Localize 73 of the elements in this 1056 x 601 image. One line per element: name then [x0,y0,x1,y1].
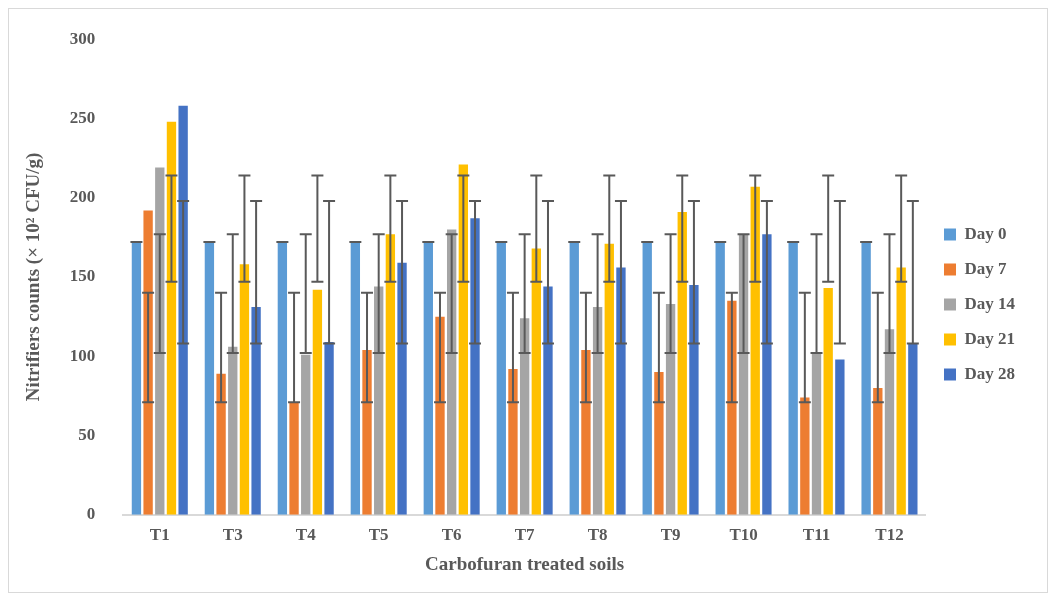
bar [715,242,725,515]
legend-label: Day 7 [964,258,1007,278]
bar [896,267,906,515]
bar [689,284,699,515]
bar [762,234,772,515]
bar [251,307,261,515]
bar [289,402,299,515]
bar [642,242,652,515]
bar [301,354,311,515]
bar [592,307,603,515]
bar [654,372,664,515]
x-tick-label: T5 [368,525,389,545]
y-tick-label: 200 [69,187,96,207]
y-tick-label: 0 [86,504,96,524]
bar [788,242,798,515]
bar [470,218,480,515]
bar [143,210,153,515]
bar [435,316,445,515]
y-tick-label: 150 [69,266,96,286]
bar [277,242,288,515]
bar [508,368,518,515]
bar [324,342,334,515]
bar [873,387,883,515]
x-tick-label: T8 [587,525,608,545]
x-tick-label: T12 [875,525,904,545]
x-tick-label: T10 [729,525,758,545]
legend-label: Day 14 [964,293,1016,313]
legend-label: Day 28 [964,363,1015,383]
bar [616,267,626,515]
x-tick-label: T9 [660,525,681,545]
bar [543,286,553,515]
legend-label: Day 21 [964,328,1015,348]
x-tick-label: T1 [149,525,170,545]
bar [835,359,845,515]
bar [397,262,407,515]
bar [811,353,822,515]
bar [861,242,871,515]
x-tick-label: T11 [802,525,831,545]
bar [727,300,737,515]
bar [531,248,541,515]
bar [569,242,579,515]
y-tick-label: 300 [69,28,96,48]
bar [519,318,530,515]
y-axis-title: Nitrifiers counts (× 10² CFU/g) [22,152,45,402]
x-axis-title: Carbofuran treated soils [425,552,625,574]
y-tick-label: 100 [69,345,96,365]
bar [581,349,591,515]
bar [204,242,215,515]
bar [604,243,614,515]
bar [884,329,895,515]
bar [216,373,226,515]
bar [800,397,810,515]
y-tick-label: 250 [69,107,96,127]
bar [423,242,433,515]
bar [385,234,396,515]
bar [312,289,323,515]
bar [239,264,250,515]
x-tick-label: T6 [441,525,462,545]
x-tick-label: T4 [295,525,317,545]
bar [178,105,188,515]
x-tick-label: T3 [222,525,243,545]
bar [677,212,687,515]
x-tick-label: T7 [514,525,536,545]
bar [665,303,676,515]
bar [823,288,833,515]
y-tick-label: 50 [78,424,96,444]
bar [350,242,361,515]
bar [131,242,142,515]
bar [228,346,238,515]
bar [908,343,918,515]
bar [496,242,506,515]
bar [362,349,372,515]
legend-label: Day 0 [964,223,1007,243]
